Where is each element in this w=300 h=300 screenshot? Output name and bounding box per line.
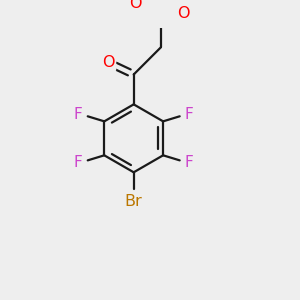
Text: F: F [74,107,82,122]
Text: O: O [177,6,190,21]
Text: O: O [102,55,115,70]
Text: O: O [129,0,142,11]
Text: F: F [185,154,194,169]
Text: Br: Br [125,194,142,209]
Text: F: F [185,107,194,122]
Text: F: F [74,154,82,169]
